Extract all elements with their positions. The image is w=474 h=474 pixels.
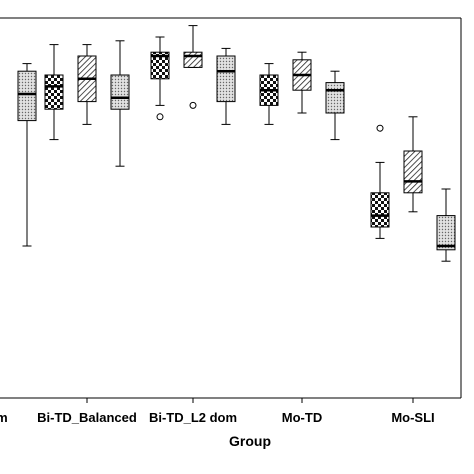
- box-iqr: [17, 70, 37, 122]
- box-1: [17, 63, 37, 247]
- box-2: [44, 44, 64, 141]
- box-10: [325, 70, 345, 141]
- x-tick-label: Bi-TD_L2 dom: [149, 410, 237, 425]
- outlier-point: [376, 124, 384, 132]
- box-9: [292, 51, 312, 114]
- box-13: [436, 188, 456, 262]
- x-axis-title: Group: [229, 433, 271, 449]
- box-iqr: [110, 74, 130, 110]
- box-4: [110, 40, 130, 167]
- x-tick-label: Bi-TD_Balanced: [37, 410, 137, 425]
- box-iqr: [150, 51, 170, 80]
- box-12: [403, 116, 423, 213]
- boxes-layer: [17, 25, 456, 262]
- x-tick-labels: dom Bi-TD_Balanced Bi-TD_L2 dom Mo-TD Mo-SLI: [0, 398, 435, 425]
- box-8: [259, 63, 279, 125]
- box-iqr: [436, 215, 456, 251]
- box-5: [150, 36, 170, 121]
- box-11: [370, 124, 390, 239]
- x-tick-label: Mo-TD: [282, 410, 322, 425]
- box-iqr: [216, 55, 236, 103]
- x-tick-label: dom: [0, 410, 8, 425]
- box-6: [183, 25, 203, 109]
- box-iqr: [325, 82, 345, 114]
- box-3: [77, 44, 97, 125]
- box-7: [216, 47, 236, 125]
- box-iqr: [183, 51, 203, 68]
- box-iqr: [370, 192, 390, 228]
- outlier-point: [156, 113, 164, 121]
- box-iqr: [44, 74, 64, 110]
- outlier-point: [189, 101, 197, 109]
- box-iqr: [403, 150, 423, 194]
- x-tick-label: Mo-SLI: [391, 410, 434, 425]
